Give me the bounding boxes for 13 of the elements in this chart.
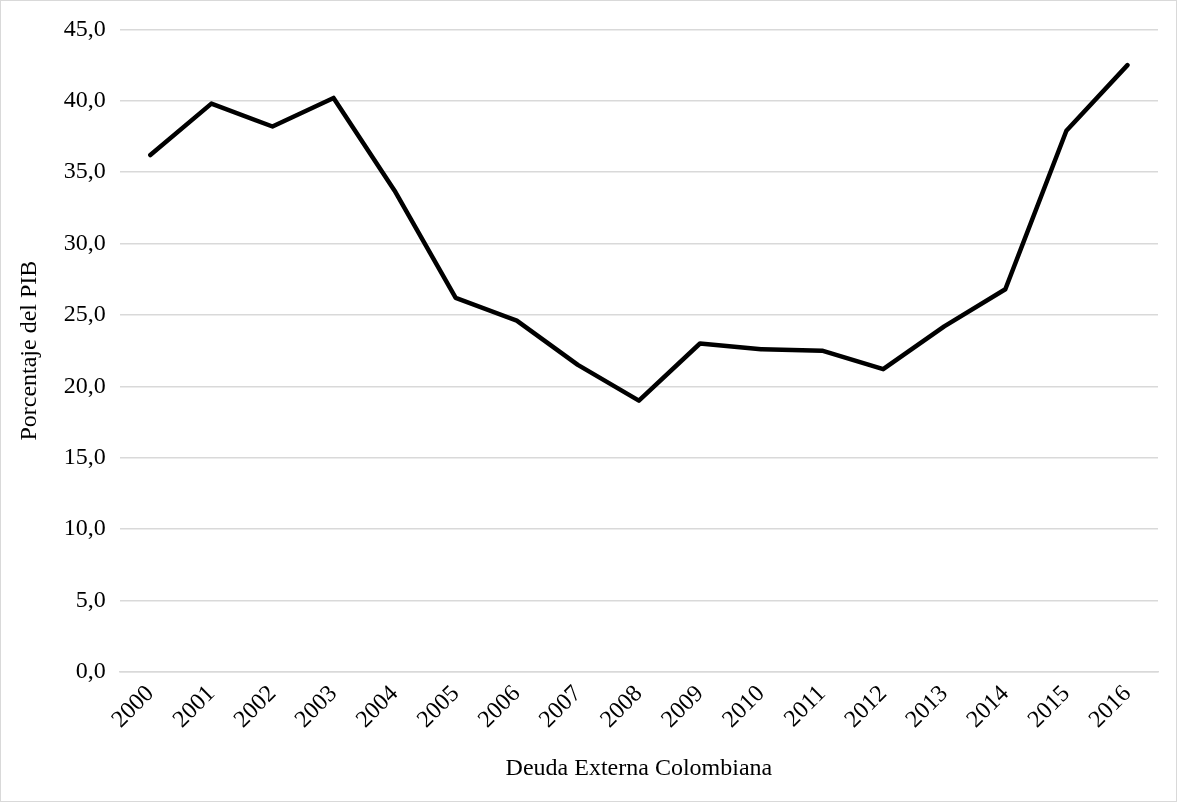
y-tick-label: 25,0 <box>63 300 106 327</box>
y-tick-label: 45,0 <box>63 14 106 41</box>
y-tick-label: 0,0 <box>75 657 106 684</box>
x-tick-label: 2011 <box>778 679 831 732</box>
y-tick-label: 5,0 <box>75 585 106 612</box>
x-axis-title: Deuda Externa Colombiana <box>505 753 773 780</box>
y-tick-label: 15,0 <box>63 443 106 470</box>
y-tick-label: 35,0 <box>63 157 106 184</box>
y-tick-label: 40,0 <box>63 86 106 113</box>
y-tick-label: 30,0 <box>63 228 106 255</box>
y-tick-label: 10,0 <box>63 514 106 541</box>
y-tick-label: 20,0 <box>63 371 106 398</box>
y-axis-title: Porcentaje del PIB <box>14 260 41 441</box>
